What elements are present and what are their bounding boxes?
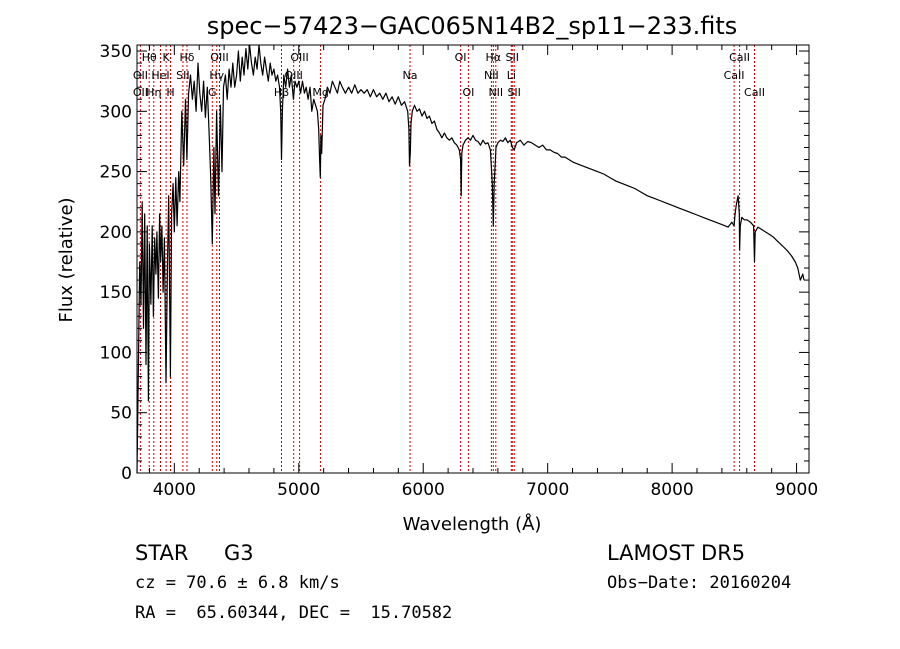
- marker-label-12: OIII: [290, 51, 308, 64]
- marker-label-24: SII: [507, 86, 520, 99]
- y-axis-label: Flux (relative): [56, 197, 77, 322]
- marker-label-25: CaII: [729, 51, 750, 64]
- chart-title: spec−57423−GAC065N14B2_sp11−233.fits: [207, 12, 738, 40]
- y-tick-label: 50: [110, 404, 132, 424]
- x-tick-label: 8000: [650, 480, 693, 500]
- y-tick-label: 250: [100, 163, 132, 183]
- marker-label-9: OIII: [210, 51, 228, 64]
- x-axis-label: Wavelength (Å): [403, 513, 542, 535]
- survey-name: LAMOST DR5: [607, 541, 746, 565]
- observation-date: Obs−Date: 20160204: [607, 573, 792, 593]
- marker-label-19: Hα: [486, 51, 502, 64]
- marker-label-27: CaII: [744, 86, 765, 99]
- coordinates: RA = 65.60344, DEC = 15.70582: [135, 603, 453, 623]
- x-tick-label: 7000: [526, 480, 569, 500]
- marker-label-3: K: [162, 51, 170, 64]
- marker-label-14: Hβ: [274, 86, 289, 99]
- marker-label-11: G: [208, 86, 217, 99]
- marker-label-17: OI: [455, 51, 467, 64]
- x-tick-label: 4000: [153, 480, 196, 500]
- marker-label-23: Li: [507, 69, 516, 82]
- marker-label-21: NII: [488, 86, 503, 99]
- object-class: STAR: [135, 541, 189, 565]
- marker-label-4: HeI: [151, 69, 169, 82]
- redshift-line: cz = 70.6 ± 6.8 km/s: [135, 573, 340, 593]
- x-tick-label: 5000: [277, 480, 320, 500]
- marker-label-8: Hδ: [179, 51, 194, 64]
- marker-label-20: NII: [484, 69, 499, 82]
- y-tick-label: 200: [100, 223, 132, 243]
- y-tick-label: 0: [121, 464, 132, 484]
- object-subclass: G3: [224, 541, 254, 565]
- spectral-marker-lines: [139, 45, 755, 473]
- y-tick-label: 300: [100, 102, 132, 122]
- plot-frame: [136, 44, 810, 474]
- x-tick-label: 9000: [775, 480, 818, 500]
- spectrum-line: [136, 44, 805, 474]
- marker-label-10: Hγ: [209, 69, 224, 82]
- y-axis-ticks: 0 50 100 150 200 250 300 350: [100, 42, 809, 484]
- y-tick-label: 150: [100, 283, 132, 303]
- marker-label-26: CaII: [724, 69, 745, 82]
- marker-label-22: SII: [506, 51, 519, 64]
- y-tick-label: 100: [100, 343, 132, 363]
- y-tick-label: 350: [100, 42, 132, 62]
- marker-label-0: Hθ: [142, 51, 157, 64]
- marker-label-5: Hη: [146, 86, 161, 99]
- x-axis-ticks: 4000 5000 6000 7000 8000 9000: [148, 45, 818, 500]
- marker-label-7: H: [166, 86, 174, 99]
- marker-label-18: OI: [462, 86, 474, 99]
- x-tick-label: 6000: [402, 480, 445, 500]
- marker-label-6: SII: [176, 69, 189, 82]
- marker-label-15: Mg: [312, 86, 328, 99]
- marker-label-16: Na: [403, 69, 418, 82]
